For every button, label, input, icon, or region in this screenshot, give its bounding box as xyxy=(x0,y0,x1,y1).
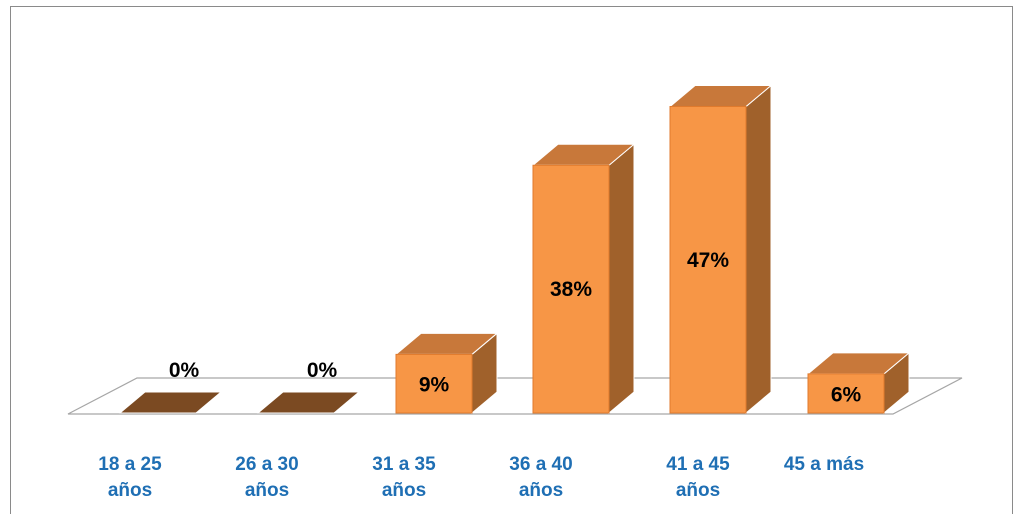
category-label-0: 18 a 25 años xyxy=(98,454,162,501)
chart-frame xyxy=(10,6,1013,514)
data-label-3: 38% xyxy=(550,278,592,301)
bar-front-3 xyxy=(532,164,610,414)
data-label-5: 6% xyxy=(831,383,862,406)
category-label-3: 36 a 40 años xyxy=(509,454,573,501)
category-label-1: 26 a 30 años xyxy=(235,454,299,501)
data-label-2: 9% xyxy=(419,374,450,397)
category-label-4: 41 a 45 años xyxy=(666,454,730,501)
bar-front-5 xyxy=(807,373,885,414)
bar-front-4 xyxy=(669,106,747,414)
category-label-2: 31 a 35 años xyxy=(372,454,436,501)
bar-side-3 xyxy=(608,143,635,415)
bar-empty-1 xyxy=(256,391,361,414)
bar-front-2 xyxy=(395,353,473,414)
category-label-5: 45 a más xyxy=(783,454,865,475)
bar-empty-0 xyxy=(118,391,223,414)
data-label-1: 0% xyxy=(307,359,338,382)
data-label-4: 47% xyxy=(687,249,729,272)
bar-side-4 xyxy=(745,84,772,415)
data-label-0: 0% xyxy=(169,359,200,382)
